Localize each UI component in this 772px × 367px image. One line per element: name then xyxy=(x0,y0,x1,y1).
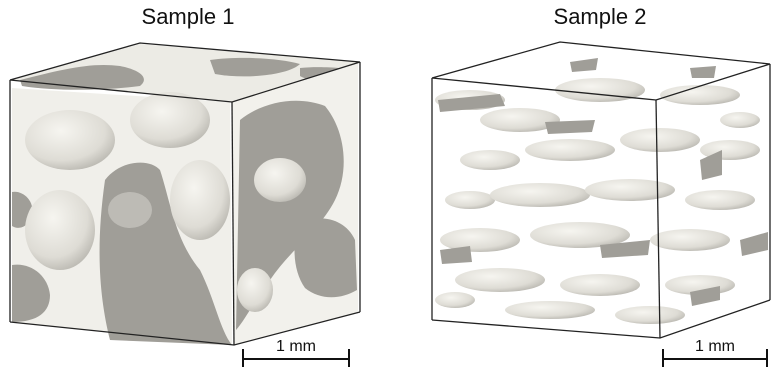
scale-bar-tick-right xyxy=(766,349,768,367)
sample-2-scale-label: 1 mm xyxy=(695,338,735,355)
scale-bar-tick-left xyxy=(662,349,664,367)
sample-1-cube xyxy=(9,42,361,346)
scale-bar-tick-left xyxy=(242,349,244,367)
scale-bar-tick-right xyxy=(348,349,350,367)
sample-2-scale-bar: 1 mm xyxy=(662,338,768,367)
sample-1-title: Sample 1 xyxy=(141,4,235,29)
sample-1-scale-label: 1 mm xyxy=(276,338,316,355)
sample-2-title: Sample 2 xyxy=(553,4,647,29)
scale-bar-line xyxy=(662,358,768,360)
sample-1-scale-bar: 1 mm xyxy=(242,338,350,367)
scale-bar-line xyxy=(242,358,350,360)
sample-2-cube xyxy=(431,41,771,339)
